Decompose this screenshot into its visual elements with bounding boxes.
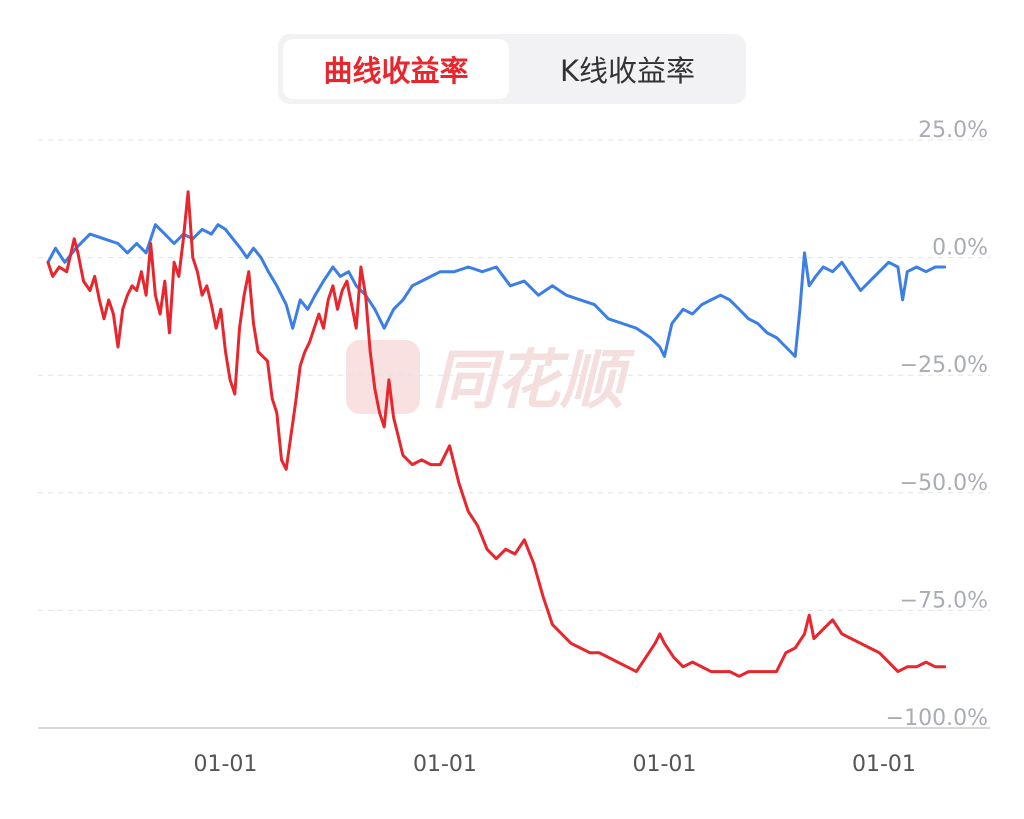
x-tick-label: 01-01 (413, 752, 477, 777)
tab-curve-return[interactable]: 曲线收益率 (283, 39, 509, 99)
return-type-toggle: 曲线收益率 K线收益率 (278, 34, 746, 104)
red-return-line (46, 190, 947, 678)
y-tick-label: 0.0% (932, 236, 988, 261)
y-tick-label: −50.0% (900, 471, 988, 496)
y-tick-label: −25.0% (900, 353, 988, 378)
tab-kline-return[interactable]: K线收益率 (559, 54, 696, 88)
watermark-logo: 同花顺 (346, 340, 636, 418)
x-tick-label: 01-01 (632, 752, 696, 777)
y-tick-label: 25.0% (918, 118, 988, 143)
x-tick-label: 01-01 (193, 752, 257, 777)
x-tick-label: 01-01 (852, 752, 916, 777)
y-tick-label: −100.0% (886, 706, 988, 731)
y-tick-label: −75.0% (900, 588, 988, 613)
watermark-text: 同花顺 (432, 344, 636, 418)
watermark-logo-badge (346, 340, 420, 414)
blue-return-line (46, 223, 947, 358)
